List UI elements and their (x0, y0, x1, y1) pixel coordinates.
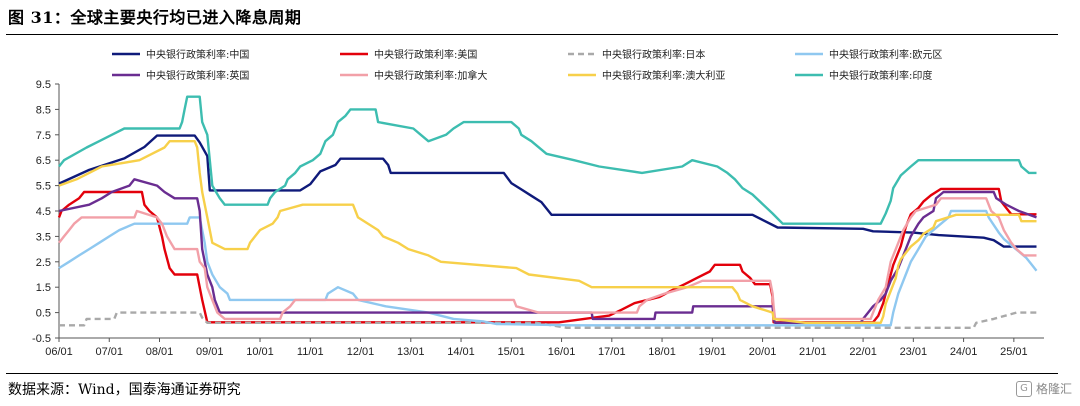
series-line-0 (58, 134, 1037, 248)
watermark-logo-icon: G (1015, 380, 1032, 397)
x-tick-label: 10/01 (246, 346, 274, 358)
y-tick-label: -0.5 (32, 333, 51, 345)
x-tick-label: 11/01 (297, 346, 324, 358)
series-line-2 (59, 311, 1037, 329)
y-tick-label: 0.5 (36, 308, 51, 320)
chart: 中央银行政策利率:中国 中央银行政策利率:美国 中央银行政策利率:日本 中央银行政策利… (32, 48, 1044, 358)
y-tick-label: 3.5 (36, 231, 51, 243)
series-line-7 (58, 95, 1037, 225)
y-tick-label: 4.5 (36, 206, 51, 218)
x-tick-label: 14/01 (447, 346, 475, 358)
x-tick-label: 07/01 (95, 346, 123, 358)
y-tick-label: 6.5 (36, 155, 51, 167)
series-line-5 (58, 197, 1037, 321)
legend: 中央银行政策利率:中国 中央银行政策利率:美国 中央银行政策利率:日本 中央银行政策利… (112, 48, 942, 82)
x-tick-label: 25/01 (1000, 346, 1028, 358)
title-rule (6, 34, 1058, 35)
x-tick-label: 09/01 (196, 346, 224, 358)
y-tick-label: 2.5 (36, 257, 51, 269)
x-tick-label: 06/01 (45, 346, 73, 358)
legend-label: 中央银行政策利率:美国 (374, 48, 477, 61)
x-tick-label: 18/01 (648, 346, 676, 358)
figure-title: 图 31：全球主要央行均已进入降息周期 (8, 8, 302, 27)
x-tick-label: 13/01 (397, 346, 425, 358)
x-tick-label: 21/01 (799, 346, 827, 358)
x-tick-label: 24/01 (950, 346, 978, 358)
x-tick-label: 17/01 (598, 346, 626, 358)
x-tick-label: 15/01 (498, 346, 526, 358)
legend-label: 中央银行政策利率:英国 (146, 69, 249, 82)
x-tick-label: 19/01 (699, 346, 727, 358)
legend-label: 中央银行政策利率:日本 (602, 48, 705, 61)
x-tick-label: 23/01 (900, 346, 928, 358)
axes: -0.5 0.5 1.5 2.5 3.5 4.5 5.5 6.5 7.5 8.5 9.5 06/01 0… (32, 79, 1044, 358)
y-tick-label: 9.5 (36, 79, 51, 91)
x-tick-label: 20/01 (749, 346, 777, 358)
legend-label: 中央银行政策利率:欧元区 (829, 48, 942, 61)
x-tick-label: 22/01 (849, 346, 877, 358)
legend-label: 中央银行政策利率:中国 (146, 48, 249, 61)
source-note: 数据来源：Wind，国泰海通证券研究 (8, 382, 241, 398)
footer-rule (6, 373, 1058, 374)
legend-label: 中央银行政策利率:澳大利亚 (602, 69, 725, 82)
legend-label: 中央银行政策利率:印度 (829, 69, 932, 82)
y-tick-label: 1.5 (36, 282, 51, 294)
x-tick-label: 16/01 (548, 346, 576, 358)
y-tick-label: 7.5 (36, 130, 51, 142)
legend-label: 中央银行政策利率:加拿大 (374, 69, 487, 82)
y-tick-label: 5.5 (36, 181, 51, 193)
x-tick-label: 08/01 (146, 346, 174, 358)
series-group (57, 95, 1038, 329)
watermark-text: 格隆汇 (1035, 382, 1072, 396)
y-tick-label: 8.5 (36, 104, 51, 116)
series-line-6 (58, 140, 1037, 324)
watermark: G 格隆汇 (1015, 380, 1072, 397)
x-tick-label: 12/01 (347, 346, 375, 358)
